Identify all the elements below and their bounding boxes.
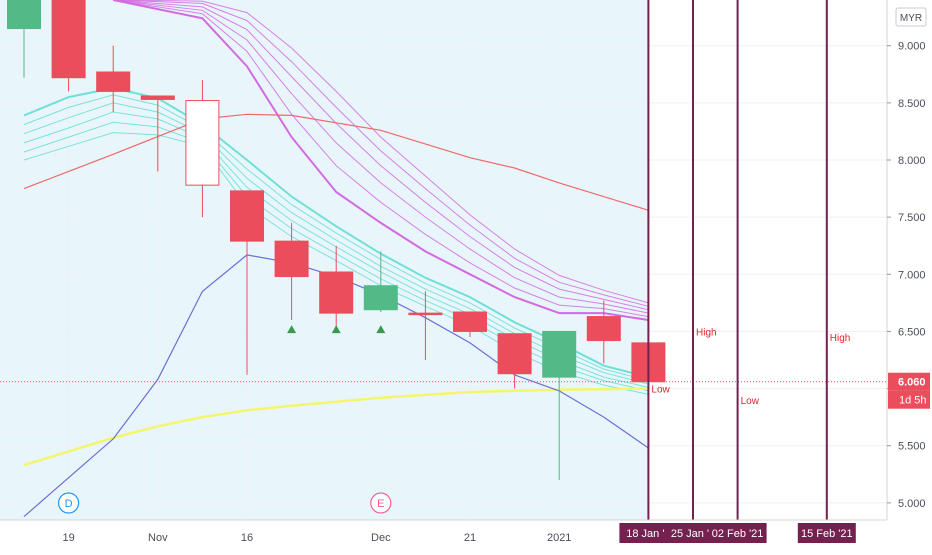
ribbon-pink-line — [113, 0, 649, 307]
candle-body — [7, 0, 41, 30]
currency-badge — [895, 7, 927, 27]
date-badge-label: 18 Jan '2 — [626, 528, 670, 540]
y-tick-label: 8.000 — [898, 155, 926, 167]
vertical-line-note: High — [696, 327, 717, 338]
price-badge — [888, 372, 930, 391]
x-tick-label: Dec — [371, 532, 391, 544]
y-tick-label: 5.500 — [898, 441, 926, 453]
x-tick-label: Nov — [148, 532, 168, 544]
date-badge — [619, 523, 678, 543]
up-triangle-marker — [376, 325, 386, 334]
date-badge — [708, 523, 767, 543]
candle-body — [453, 311, 487, 332]
x-tick-label: 21 — [464, 532, 476, 544]
candle-body — [319, 271, 354, 314]
vertical-line-note: High — [830, 333, 851, 344]
x-tick-label: 2021 — [547, 532, 571, 544]
candle — [497, 333, 532, 389]
candle — [274, 222, 309, 320]
ma-yellow-line — [23, 387, 649, 467]
candle-body — [408, 312, 443, 316]
price-badge-label: 6.060 — [898, 377, 926, 389]
candle — [140, 95, 175, 172]
candle — [363, 251, 398, 312]
price-axis-background — [887, 0, 932, 550]
up-triangle-marker — [287, 325, 297, 334]
date-badge — [664, 523, 722, 543]
ribbon-pink-line — [113, 0, 649, 311]
candle-body — [96, 71, 131, 92]
candle-body — [363, 285, 398, 311]
candle-body — [185, 100, 220, 186]
y-tick-label: 7.500 — [898, 212, 926, 224]
ribbon-pink-line — [113, 0, 649, 318]
candle-body — [51, 0, 86, 79]
currency-label: MYR — [900, 13, 922, 24]
candle-body — [542, 330, 577, 378]
candle-body — [230, 190, 264, 242]
candle — [319, 245, 354, 332]
up-triangle-marker — [331, 325, 341, 334]
candle — [51, 0, 86, 92]
vertical-line-note: Low — [741, 396, 760, 407]
date-badge — [797, 523, 856, 543]
candle-body — [274, 240, 309, 278]
date-badge-label: 15 Feb '21 — [801, 528, 853, 540]
ribbon-pink-main-line — [112, 0, 649, 321]
event-badge-label: D — [65, 498, 73, 510]
y-tick-label: 8.500 — [898, 98, 926, 110]
ribbon-pink-line — [113, 0, 649, 314]
candle — [230, 190, 264, 375]
candle — [586, 300, 621, 364]
candle-body — [140, 95, 175, 100]
candle — [453, 311, 487, 338]
y-tick-label: 7.000 — [898, 269, 926, 281]
event-badge-circle — [370, 492, 392, 514]
vertical-date-lines: Low High Low High — [647, 0, 851, 520]
candle — [7, 0, 41, 78]
date-badge-label: 02 Feb '21 — [712, 528, 764, 540]
candle-body — [586, 316, 621, 342]
candle-body — [497, 333, 532, 375]
date-badge-label: 25 Jan '2 — [671, 528, 715, 540]
candles — [7, 0, 666, 480]
signal-markers — [287, 325, 386, 334]
y-tick-label: 5.000 — [898, 498, 926, 510]
timer-badge-label: 1d 5h — [899, 395, 927, 407]
y-tick-label: 9.000 — [898, 41, 926, 53]
event-badge-label: E — [377, 498, 384, 510]
candle — [408, 291, 443, 360]
x-tick-label: 16 — [241, 532, 253, 544]
timer-badge — [888, 390, 930, 409]
vertical-line-note: Low — [651, 385, 670, 396]
event-badge-circle — [57, 492, 80, 514]
ribbon-pink-line — [113, 0, 649, 304]
y-tick-label: 6.500 — [898, 326, 926, 338]
candle — [96, 45, 131, 112]
candle — [185, 80, 220, 218]
candle — [542, 330, 577, 480]
x-tick-label: 19 — [62, 532, 74, 544]
